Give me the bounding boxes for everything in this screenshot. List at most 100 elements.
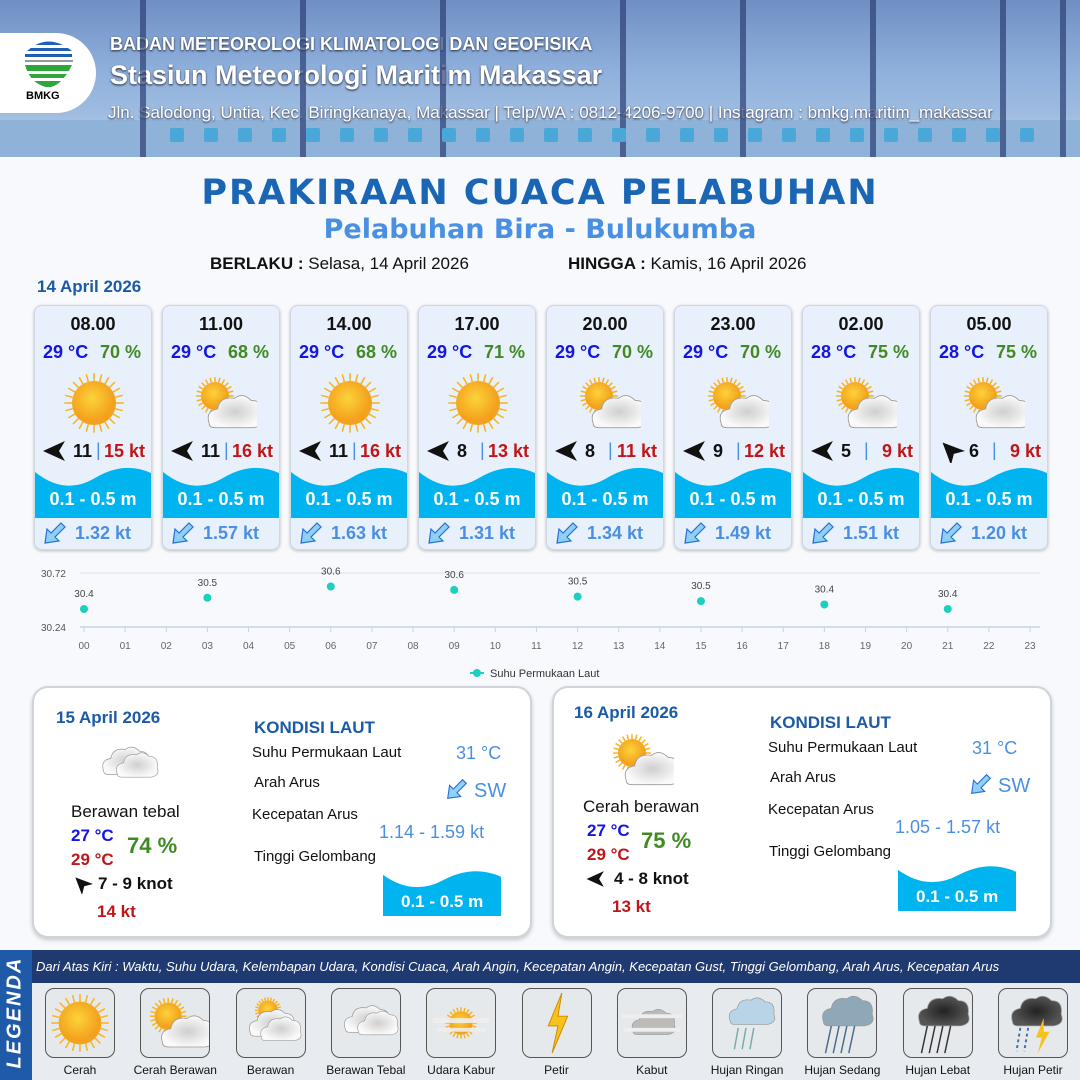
legend-item: Cerah Berawan — [130, 988, 220, 1077]
x-tick-label: 06 — [325, 641, 337, 652]
valid-from: BERLAKU : Selasa, 14 April 2026 — [210, 254, 469, 274]
window-frame — [440, 0, 446, 157]
wind-arrow — [809, 439, 837, 463]
weather-icon — [827, 368, 904, 438]
wave-height: 0.1 - 0.5 m — [916, 887, 999, 906]
seat — [442, 128, 456, 142]
humidity: 71 % — [483, 342, 525, 362]
seat — [170, 128, 184, 142]
day1-date: 14 April 2026 — [37, 277, 142, 296]
legend-icon-box — [998, 988, 1068, 1058]
wave-height: 0.1 - 0.5 m — [305, 489, 393, 509]
separator: | — [352, 440, 357, 460]
wave-label: Tinggi Gelombang — [254, 848, 377, 865]
valid-from-label: BERLAKU : — [210, 254, 304, 273]
seat — [510, 128, 524, 142]
sun-cloud-icon — [964, 377, 1032, 429]
sea-surface-temperature-chart: 30.72 30.24 00 01 02 03 04 05 06 07 08 09 10 11 12 13 14… — [41, 567, 1040, 680]
valid-to-date: Kamis, 16 April 2026 — [650, 254, 807, 273]
air-temperature: 29 °C — [171, 342, 217, 362]
wind-arrow — [681, 439, 709, 463]
seat — [340, 128, 354, 142]
separator: | — [480, 440, 485, 460]
sun-cloud-icon — [580, 377, 648, 429]
seat — [680, 128, 694, 142]
data-label: 30.6 — [321, 567, 341, 578]
logo-text: BMKG — [26, 90, 60, 102]
data-point — [573, 592, 582, 601]
legend-item: Hujan Petir — [988, 988, 1078, 1077]
legend-item: Cerah — [35, 988, 125, 1077]
current-arrow — [968, 771, 994, 797]
current-direction-icon — [300, 522, 322, 544]
humidity: 74 % — [127, 833, 178, 858]
cloudy-icon — [248, 997, 302, 1041]
legend-bar — [0, 950, 1080, 983]
wave-shape — [35, 468, 151, 518]
air-temperature: 29 °C — [43, 342, 89, 362]
forecast-time: 05.00 — [966, 314, 1012, 334]
seat — [646, 128, 660, 142]
current-dir: SW — [998, 775, 1031, 797]
current-speed: 1.49 kt — [715, 523, 772, 543]
y-tick-label: 30.72 — [41, 569, 66, 580]
bmkg-logo: BMKG — [0, 33, 96, 113]
seat — [714, 128, 728, 142]
seat — [408, 128, 422, 142]
current-dir: SW — [474, 780, 507, 802]
humidity: 75 % — [867, 342, 909, 362]
current-arrow — [553, 519, 581, 547]
wave-shape — [675, 468, 791, 518]
wind-direction-icon — [171, 441, 193, 461]
legend-item: Petir — [512, 988, 602, 1077]
current-speed: 1.20 kt — [971, 523, 1028, 543]
air-temperature: 28 °C — [939, 342, 985, 362]
sea-heading: KONDISI LAUT — [770, 713, 891, 732]
wave-shape — [163, 468, 279, 518]
sun-icon — [448, 373, 508, 433]
legend-item: Udara Kabur — [416, 988, 506, 1077]
valid-to-label: HINGGA : — [568, 254, 646, 273]
legend: LEGENDA Dari Atas Kiri : Waktu, Suhu Uda… — [0, 950, 1080, 1080]
page-title: PRAKIRAAN CUACA PELABUHAN — [201, 173, 879, 213]
weather-icon — [59, 368, 129, 438]
wave-height: 0.1 - 0.5 m — [689, 489, 777, 509]
sea-heading: KONDISI LAUT — [254, 718, 375, 737]
wave-height: 0.1 - 0.5 m — [49, 489, 137, 509]
x-tick-label: 14 — [654, 641, 666, 652]
separator: | — [224, 440, 229, 460]
current-speed: 1.14 - 1.59 kt — [379, 822, 485, 842]
wind-speed: 11 — [73, 441, 93, 461]
valid-to: HINGGA : Kamis, 16 April 2026 — [568, 254, 806, 274]
legend-item-label: Hujan Lebat — [905, 1063, 971, 1077]
wind-arrow — [41, 439, 69, 463]
thick-cloud-icon — [343, 1005, 399, 1036]
wind-speed: 11 — [329, 441, 349, 461]
current-arrow — [444, 776, 470, 802]
seat — [850, 128, 864, 142]
humidity: 70 % — [611, 342, 653, 362]
forecast-card: 11.00 29 °C 68 % 11 | 16 kt 0.1 - 0.5 m 1.57 kt — [162, 305, 280, 550]
current-dir-label: Arah Arus — [254, 774, 320, 791]
sst-value: 31 °C — [456, 743, 502, 763]
legend-item-label: Hujan Ringan — [710, 1063, 784, 1077]
wave-graphic — [803, 462, 919, 518]
legend-label: Suhu Permukaan Laut — [490, 668, 599, 680]
current-speed: 1.32 kt — [75, 523, 132, 543]
legend-item: Hujan Ringan — [702, 988, 792, 1077]
wave-graphic — [675, 462, 791, 518]
wind-arrow — [169, 439, 197, 463]
valid-from-date: Selasa, 14 April 2026 — [308, 254, 469, 273]
wave-shape — [419, 468, 535, 518]
legend-item-label: Udara Kabur — [427, 1063, 496, 1077]
data-point — [820, 600, 829, 609]
weather-icon — [955, 368, 1032, 438]
window-frame — [740, 0, 746, 157]
daily-forecast-card: 15 April 2026 Berawan tebal 27 °C 29 °C 74 %… — [32, 686, 532, 938]
wave-graphic — [35, 462, 151, 518]
weather-condition: Berawan tebal — [71, 802, 180, 821]
current-arrow — [809, 519, 837, 547]
forecast-time: 20.00 — [582, 314, 628, 334]
legend-item: Hujan Sedang — [797, 988, 887, 1077]
x-tick-label: 04 — [243, 641, 255, 652]
